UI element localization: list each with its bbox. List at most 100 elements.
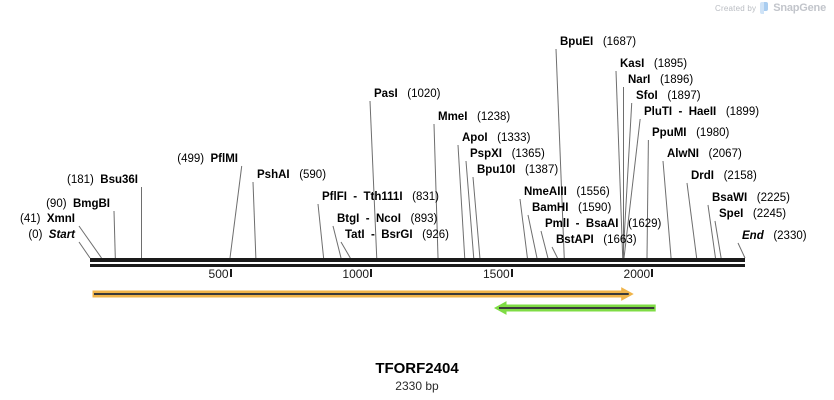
restriction-site-label: ApoI (1333) (462, 132, 530, 144)
restriction-site-label: BamHI (1590) (532, 202, 611, 214)
site-position: (2330) (773, 230, 807, 242)
snapgene-logo-icon (760, 2, 769, 14)
site-position: (1663) (603, 234, 637, 246)
site-position: (1980) (696, 127, 730, 139)
restriction-site-label: (181) Bsu36I (67, 174, 138, 186)
site-name: Start (48, 229, 75, 241)
snapgene-watermark: Created by SnapGene (715, 2, 826, 14)
site-leader-line (736, 242, 747, 259)
site-position: (2067) (708, 148, 742, 160)
ruler-tick-label: 1000 (342, 267, 370, 281)
ruler-tick-label: 1500 (482, 267, 510, 281)
site-name: PshAI (257, 169, 290, 181)
restriction-site-label: PluTI - HaeII (1899) (644, 106, 759, 118)
restriction-site-label: SfoI (1897) (636, 90, 701, 102)
site-leader-line (539, 230, 550, 259)
site-leader-line (614, 70, 625, 259)
ruler-tick (370, 269, 373, 277)
site-position: (926) (422, 229, 449, 241)
ruler-tick (229, 269, 232, 277)
restriction-site-label: PshAI (590) (257, 169, 326, 181)
site-leader-line (471, 176, 482, 259)
site-position: (499) (177, 153, 205, 165)
site-leader-line (251, 181, 258, 259)
site-name: TatI - BsrGI (345, 229, 413, 241)
site-name: BamHI (532, 202, 569, 214)
restriction-site-label: MmeI (1238) (438, 111, 510, 123)
restriction-site-label: KasI (1895) (620, 58, 687, 70)
site-position: (893) (410, 213, 438, 225)
site-name: PmlI - BsaAI (545, 218, 619, 230)
restriction-site-label: DrdI (2158) (691, 170, 757, 182)
site-position: (831) (412, 191, 439, 203)
site-position: (1556) (576, 186, 610, 198)
restriction-site-label: Bpu10I (1387) (477, 164, 558, 176)
restriction-site-label: TatI - BsrGI (926) (345, 229, 449, 241)
restriction-site-label: (41) XmnI (20, 213, 75, 225)
site-position: (1333) (497, 132, 531, 144)
site-leader-line (622, 87, 624, 258)
site-leader-line (621, 102, 634, 259)
site-position: (2245) (752, 208, 787, 220)
site-position: (41) (20, 213, 41, 225)
site-position: (1387) (524, 164, 559, 176)
restriction-site-label: (0) Start (28, 229, 75, 241)
site-leader-line (526, 214, 539, 259)
restriction-site-label: PmlI - BsaAI (1629) (545, 218, 661, 230)
site-leader-line (316, 203, 326, 259)
site-position: (1687) (602, 36, 637, 48)
site-position: (2158) (723, 170, 757, 182)
restriction-site-label: BsaWI (2225) (712, 192, 790, 204)
site-leader-line (339, 241, 352, 259)
orange-feature-arrow (92, 287, 634, 301)
site-name: BsaWI (712, 192, 748, 204)
site-leader-line (456, 144, 467, 259)
site-position: (90) (46, 198, 67, 210)
ruler-tick-label: 2000 (623, 267, 651, 281)
site-position: (1895) (653, 58, 688, 70)
watermark-brand: SnapGene (773, 2, 826, 14)
site-leader-line (661, 160, 673, 259)
site-name: NarI (628, 74, 651, 86)
site-leader-line (331, 225, 343, 259)
site-leader-line (228, 165, 244, 259)
site-leader-line (368, 100, 379, 259)
restriction-site-label: PflFI - Tth111I (831) (322, 191, 439, 203)
restriction-site-label: BtgI - NcoI (893) (337, 213, 437, 225)
site-position: (590) (299, 169, 327, 181)
restriction-site-label: BstAPI (1663) (556, 234, 637, 246)
site-name: PflMI (210, 153, 238, 165)
site-position: (1238) (477, 111, 511, 123)
site-name: PpuMI (652, 127, 687, 139)
restriction-site-label: PpuMI (1980) (652, 127, 729, 139)
site-leader-line (112, 210, 117, 259)
restriction-site-label: BpuEI (1687) (560, 36, 636, 48)
restriction-site-label: (499) PflMI (177, 153, 238, 165)
site-name: PflFI - Tth111I (322, 191, 403, 203)
site-position: (0) (28, 229, 43, 241)
restriction-site-label: NarI (1896) (628, 74, 693, 86)
site-position: (181) (67, 174, 94, 186)
site-leader-line (77, 225, 104, 259)
site-name: PluTI - HaeII (644, 106, 717, 118)
site-name: MmeI (438, 111, 468, 123)
ruler-tick (651, 269, 654, 277)
site-position: (1590) (578, 202, 612, 214)
site-leader-line (645, 139, 650, 259)
site-leader-line (550, 246, 559, 259)
restriction-site-label: End (2330) (742, 230, 807, 242)
site-name: End (742, 230, 764, 242)
site-name: NmeAIII (524, 186, 567, 198)
restriction-site-label: AlwNI (2067) (667, 148, 742, 160)
site-name: PasI (374, 88, 398, 100)
restriction-site-label: PspXI (1365) (470, 148, 545, 160)
site-leader-line (713, 220, 723, 259)
sequence-backbone-bottom (90, 264, 745, 267)
sequence-backbone-top (90, 258, 745, 262)
site-name: BstAPI (556, 234, 594, 246)
site-position: (2225) (756, 192, 790, 204)
site-name: SfoI (636, 90, 658, 102)
watermark-prefix: Created by (715, 3, 757, 13)
site-leader-line (685, 182, 699, 259)
site-name: ApoI (462, 132, 488, 144)
